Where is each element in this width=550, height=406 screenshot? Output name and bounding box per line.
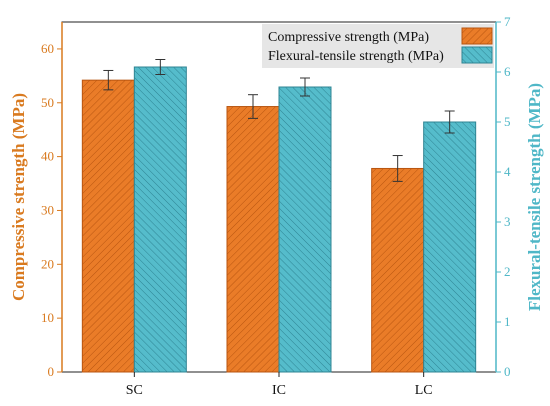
right-tick-label: 5 xyxy=(504,114,511,129)
left-tick-label: 60 xyxy=(41,41,54,56)
left-tick-label: 50 xyxy=(41,95,54,110)
left-tick-label: 20 xyxy=(41,256,54,271)
legend: Compressive strength (MPa) Flexural-tens… xyxy=(262,24,494,68)
bar-flexural-sc xyxy=(133,66,187,373)
right-tick-label: 1 xyxy=(504,314,511,329)
right-y-axis: 0 1 2 3 4 5 6 7 xyxy=(495,14,511,379)
right-tick-label: 0 xyxy=(504,364,511,379)
right-tick-label: 7 xyxy=(504,14,511,29)
left-tick-label: 0 xyxy=(48,364,55,379)
left-tick-label: 40 xyxy=(41,149,54,164)
bar-compressive-ic xyxy=(226,106,280,373)
legend-swatch-compressive xyxy=(461,27,493,45)
bars-layer xyxy=(81,59,477,373)
legend-label-flexural: Flexural-tensile strength (MPa) xyxy=(268,49,444,64)
x-axis: SC IC LC xyxy=(126,372,433,398)
x-tick-label: IC xyxy=(272,383,286,398)
right-tick-label: 3 xyxy=(504,214,511,229)
bar-flexural-lc xyxy=(423,121,477,373)
x-tick-label: SC xyxy=(126,383,143,398)
legend-label-compressive: Compressive strength (MPa) xyxy=(268,30,429,45)
legend-background xyxy=(262,24,494,68)
right-tick-label: 6 xyxy=(504,64,511,79)
bar-compressive-sc xyxy=(81,79,135,373)
right-tick-label: 2 xyxy=(504,264,511,279)
x-tick-label: LC xyxy=(415,383,433,398)
legend-swatch-flexural xyxy=(461,46,493,64)
bar-compressive-lc xyxy=(371,167,425,373)
left-axis-title: Compressive strength (MPa) xyxy=(9,93,28,301)
right-tick-label: 4 xyxy=(504,164,511,179)
left-y-axis: 0 10 20 30 40 50 60 xyxy=(41,22,63,379)
bar-flexural-ic xyxy=(278,86,332,373)
right-axis-title: Flexural-tensile strength (MPa) xyxy=(525,83,544,311)
left-tick-label: 30 xyxy=(41,202,54,217)
left-tick-label: 10 xyxy=(41,310,54,325)
